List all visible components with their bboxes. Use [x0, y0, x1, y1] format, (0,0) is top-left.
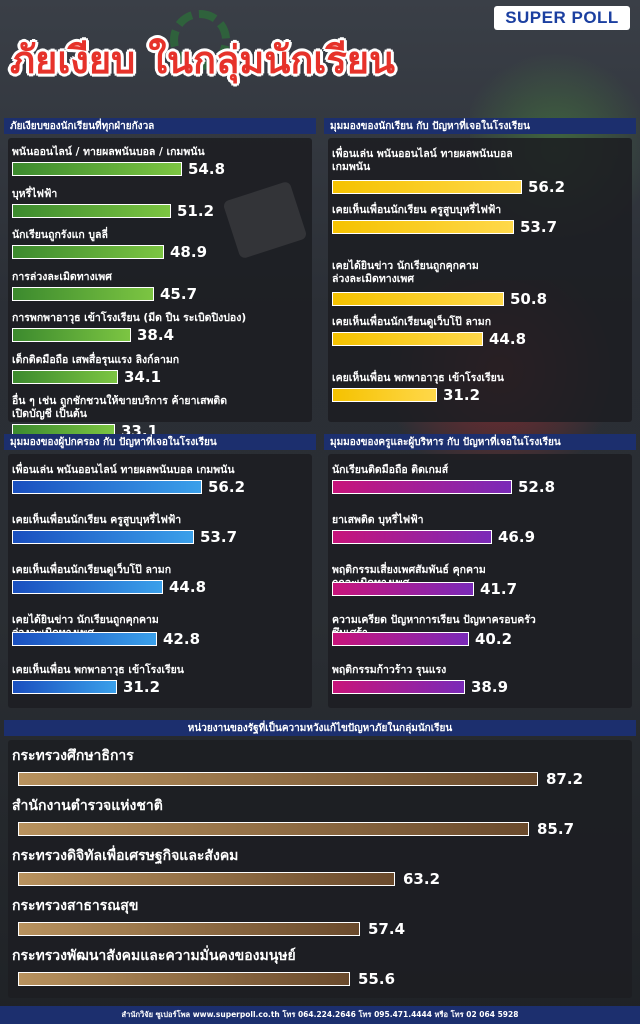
- data-label: 38.9: [471, 678, 509, 696]
- data-label: 41.7: [480, 580, 518, 598]
- bar: [12, 530, 194, 544]
- data-label: 31.2: [123, 678, 161, 696]
- bar: [332, 530, 492, 544]
- bar: [12, 203, 171, 218]
- bar: [12, 162, 182, 176]
- data-label: 38.4: [137, 326, 175, 344]
- category-label: เพื่อนเล่น พนันออนไลน์ ทายผลพนันบอล เกมพ…: [332, 148, 513, 173]
- brand-logo: SUPER POLL: [494, 6, 630, 30]
- bar: [18, 922, 360, 936]
- bar: [332, 292, 504, 306]
- data-label: 31.2: [443, 386, 481, 404]
- data-label: 53.7: [200, 528, 238, 546]
- data-label: 51.2: [177, 201, 215, 220]
- data-label: 48.9: [170, 243, 208, 261]
- data-label: 55.6: [358, 970, 396, 988]
- bar: [18, 972, 350, 986]
- data-label: 44.8: [169, 578, 207, 596]
- category-label: เคยเห็นเพื่อน พกพาอาวุธ เข้าโรงเรียน: [12, 664, 184, 676]
- bar: [12, 632, 157, 646]
- page-title: ภัยเงียบ ในกลุ่มนักเรียน: [10, 38, 395, 82]
- category-label: พฤติกรรมก้าวร้าว รุนแรง: [332, 664, 447, 676]
- data-label: 63.2: [403, 870, 441, 888]
- category-label: การพกพาอาวุธ เข้าโรงเรียน (มีด ปืน ระเบิ…: [12, 312, 247, 324]
- panel-title: มุมมองของผู้ปกครอง กับ ปัญหาที่เจอในโรงเ…: [4, 434, 316, 450]
- bar: [12, 480, 202, 494]
- bar: [18, 872, 395, 886]
- panel-title: ภัยเงียบของนักเรียนที่ทุกฝ่ายกังวล: [4, 118, 316, 134]
- data-label: 42.8: [163, 630, 201, 648]
- panel-student-threats: ภัยเงียบของนักเรียนที่ทุกฝ่ายกังวลพนันออ…: [4, 118, 316, 439]
- panel-parent-view: มุมมองของผู้ปกครอง กับ ปัญหาที่เจอในโรงเ…: [4, 434, 316, 710]
- category-label: ยาเสพติด บุหรี่ไฟฟ้า: [332, 514, 424, 526]
- chart-area: เพื่อนเล่น พนันออนไลน์ ทายผลพนันบอล เกมพ…: [328, 138, 632, 422]
- data-label: 56.2: [208, 478, 246, 496]
- bar: [332, 220, 514, 234]
- bar: [332, 480, 512, 494]
- category-label: สำนักงานตำรวจแห่งชาติ: [12, 798, 163, 814]
- category-label: อื่น ๆ เช่น ถูกชักชวนให้ขายบริการ ค้ายาเ…: [12, 395, 228, 420]
- category-label: เคยเห็นเพื่อนนักเรียนดูเว็บโป๊ ลามก: [332, 316, 492, 328]
- panel-title: มุมมองของครูและผู้บริหาร กับ ปัญหาที่เจอ…: [324, 434, 636, 450]
- category-label: เคยได้ยินข่าว นักเรียนถูกคุกคาม ล่วงละเม…: [332, 260, 479, 285]
- data-label: 52.8: [518, 478, 556, 496]
- data-label: 85.7: [537, 820, 575, 838]
- data-label: 46.9: [498, 528, 536, 546]
- category-label: กระทรวงสาธารณสุข: [12, 898, 139, 914]
- category-label: กระทรวงศึกษาธิการ: [12, 748, 134, 764]
- bar: [12, 328, 131, 342]
- bar: [12, 680, 117, 694]
- data-label: 45.7: [160, 284, 198, 303]
- bar: [332, 680, 465, 694]
- chart-area: เพื่อนเล่น พนันออนไลน์ ทายผลพนันบอล เกมพ…: [8, 454, 312, 708]
- bar: [332, 632, 469, 646]
- bar: [12, 245, 164, 259]
- bar: [332, 332, 483, 346]
- panel-government-agencies: หน่วยงานของรัฐที่เป็นความหวังแก้ไขปัญหาภ…: [4, 720, 636, 1000]
- data-label: 40.2: [475, 630, 513, 648]
- data-label: 50.8: [510, 290, 548, 308]
- bar: [332, 388, 437, 402]
- bar: [332, 180, 522, 194]
- bar: [12, 580, 163, 594]
- category-label: นักเรียนติดมือถือ ติดเกมส์: [332, 464, 449, 476]
- data-label: 56.2: [528, 178, 566, 196]
- bar: [332, 582, 474, 596]
- data-label: 53.7: [520, 218, 558, 236]
- category-label: เพื่อนเล่น พนันออนไลน์ ทายผลพนันบอล เกมพ…: [12, 464, 235, 476]
- category-label: การล่วงละเมิดทางเพศ: [12, 270, 112, 283]
- panel-teacher-view: มุมมองของครูและผู้บริหาร กับ ปัญหาที่เจอ…: [324, 434, 636, 710]
- category-label: เด็กติดมือถือ เสพสื่อรุนแรง ลิงก์ลามก: [12, 353, 180, 366]
- category-label: เคยเห็นเพื่อนนักเรียน ครูสูบบุหรี่ไฟฟ้า: [332, 204, 502, 216]
- category-label: กระทรวงดิจิทัลเพื่อเศรษฐกิจและสังคม: [12, 848, 239, 864]
- bar: [12, 369, 118, 384]
- category-label: บุหรี่ไฟฟ้า: [12, 187, 58, 200]
- category-label: พนันออนไลน์ / ทายผลพนันบอล / เกมพนัน: [12, 146, 205, 158]
- panel-student-view: มุมมองของนักเรียน กับ ปัญหาที่เจอในโรงเร…: [324, 118, 636, 424]
- data-label: 44.8: [489, 330, 527, 348]
- chart-area: กระทรวงศึกษาธิการ 87.2 สำนักงานตำรวจแห่งชา…: [8, 740, 632, 998]
- data-label: 57.4: [368, 920, 406, 938]
- bar: [12, 286, 154, 301]
- category-label: เคยเห็นเพื่อนนักเรียนดูเว็บโป๊ ลามก: [12, 564, 172, 576]
- data-label: 87.2: [546, 770, 584, 788]
- chart-area: นักเรียนติดมือถือ ติดเกมส์ 52.8 ยาเสพติด บ…: [328, 454, 632, 708]
- bar: [18, 772, 538, 786]
- category-label: เคยเห็นเพื่อน พกพาอาวุธ เข้าโรงเรียน: [332, 372, 504, 384]
- footer-contact: สำนักวิจัย ซูเปอร์โพล www.superpoll.co.t…: [0, 1006, 640, 1024]
- category-label: ความเครียด ปัญหาการเรียน ปัญหาครอบครัว ซ…: [332, 614, 536, 639]
- chart-area: พนันออนไลน์ / ทายผลพนันบอล / เกมพนัน 54.8…: [8, 138, 312, 439]
- panel-title: มุมมองของนักเรียน กับ ปัญหาที่เจอในโรงเร…: [324, 118, 636, 134]
- data-label: 34.1: [124, 367, 162, 386]
- category-label: เคยเห็นเพื่อนนักเรียน ครูสูบบุหรี่ไฟฟ้า: [12, 514, 182, 526]
- category-label: นักเรียนถูกรังแก บูลลี่: [12, 229, 108, 241]
- panel-title: หน่วยงานของรัฐที่เป็นความหวังแก้ไขปัญหาภ…: [4, 720, 636, 736]
- data-label: 54.8: [188, 160, 226, 178]
- category-label: กระทรวงพัฒนาสังคมและความมั่นคงของมนุษย์: [12, 948, 296, 964]
- bar: [18, 822, 529, 836]
